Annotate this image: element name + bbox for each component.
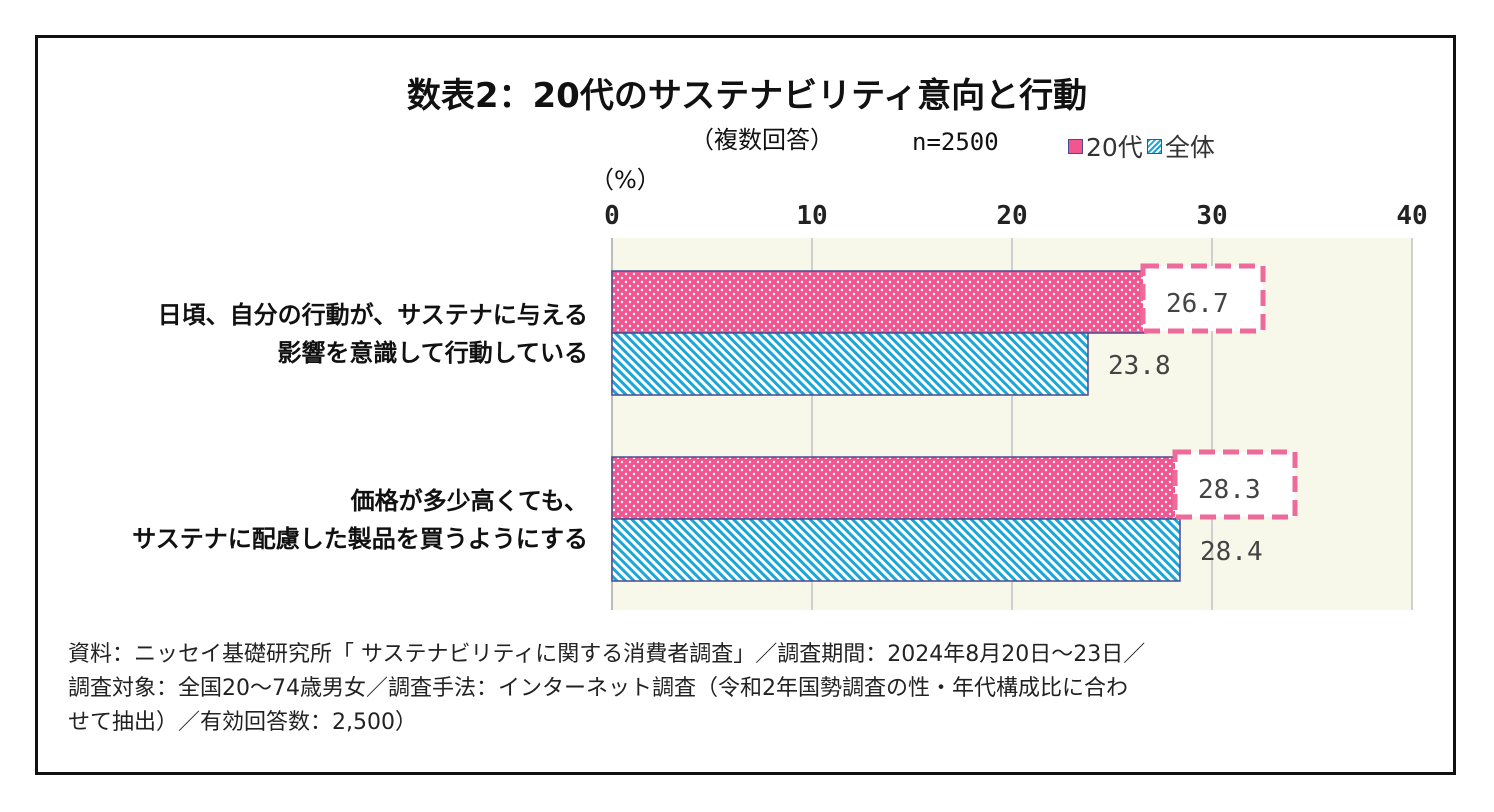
category-label-1-line-1: 日頃、自分の行動が、サステナに与える — [157, 301, 588, 329]
tick-label-40: 40 — [1396, 201, 1427, 231]
legend-label-all: 全体 — [1164, 133, 1215, 162]
legend-item-20s: 20代 — [1068, 128, 1143, 164]
tick-label-30: 30 — [1196, 201, 1227, 231]
tick-label-10: 10 — [796, 201, 827, 231]
tick-label-0: 0 — [604, 201, 620, 231]
legend-item-all: 全体 — [1146, 128, 1215, 164]
category-label-1: 日頃、自分の行動が、サステナに与える 影響を意識して行動している — [158, 296, 588, 372]
source-note: 資料：ニッセイ基礎研究所「 サステナビリティに関する消費者調査」／調査期間：20… — [68, 638, 1408, 740]
axis-unit-label: （%） — [590, 166, 661, 194]
bar-20s-cat1 — [611, 270, 1147, 334]
highlight-box-cat2 — [1172, 449, 1298, 520]
legend-label-20s: 20代 — [1086, 133, 1143, 162]
source-line-2: 調査対象：全国20～74歳男女／調査手法：インターネット調査（令和2年国勢調査の… — [68, 676, 1128, 701]
source-line-1: 資料：ニッセイ基礎研究所「 サステナビリティに関する消費者調査」／調査期間：20… — [68, 642, 1146, 667]
sample-size: n=2500 — [912, 128, 999, 156]
data-label-all-cat2: 28.4 — [1200, 537, 1263, 567]
category-label-2: 価格が多少高くても、 サステナに配慮した製品を買うようにする — [132, 482, 588, 558]
bar-all-cat1 — [611, 332, 1089, 396]
chart-frame — [35, 35, 1456, 775]
category-label-2-line-2: サステナに配慮した製品を買うようにする — [132, 525, 588, 553]
tick-label-20: 20 — [996, 201, 1027, 231]
highlight-box-cat1 — [1140, 263, 1266, 334]
category-label-2-line-1: 価格が多少高くても、 — [350, 487, 588, 515]
source-line-3: せて抽出）／有効回答数：2,500） — [68, 710, 417, 735]
legend: 20代 全体 — [1068, 128, 1219, 164]
bar-20s-cat2 — [611, 456, 1179, 520]
data-label-all-cat1: 23.8 — [1108, 351, 1171, 381]
legend-swatch-20s — [1068, 138, 1083, 154]
category-label-1-line-2: 影響を意識して行動している — [277, 339, 588, 367]
legend-swatch-all — [1146, 138, 1162, 154]
data-label-20s-cat1: 26.7 — [1166, 289, 1229, 319]
chart-title: 数表2：20代のサステナビリティ意向と行動 — [406, 76, 1088, 116]
bar-all-cat2 — [611, 518, 1181, 582]
chart-subtitle: （複数回答） — [690, 126, 834, 154]
data-label-20s-cat2: 28.3 — [1198, 475, 1261, 505]
